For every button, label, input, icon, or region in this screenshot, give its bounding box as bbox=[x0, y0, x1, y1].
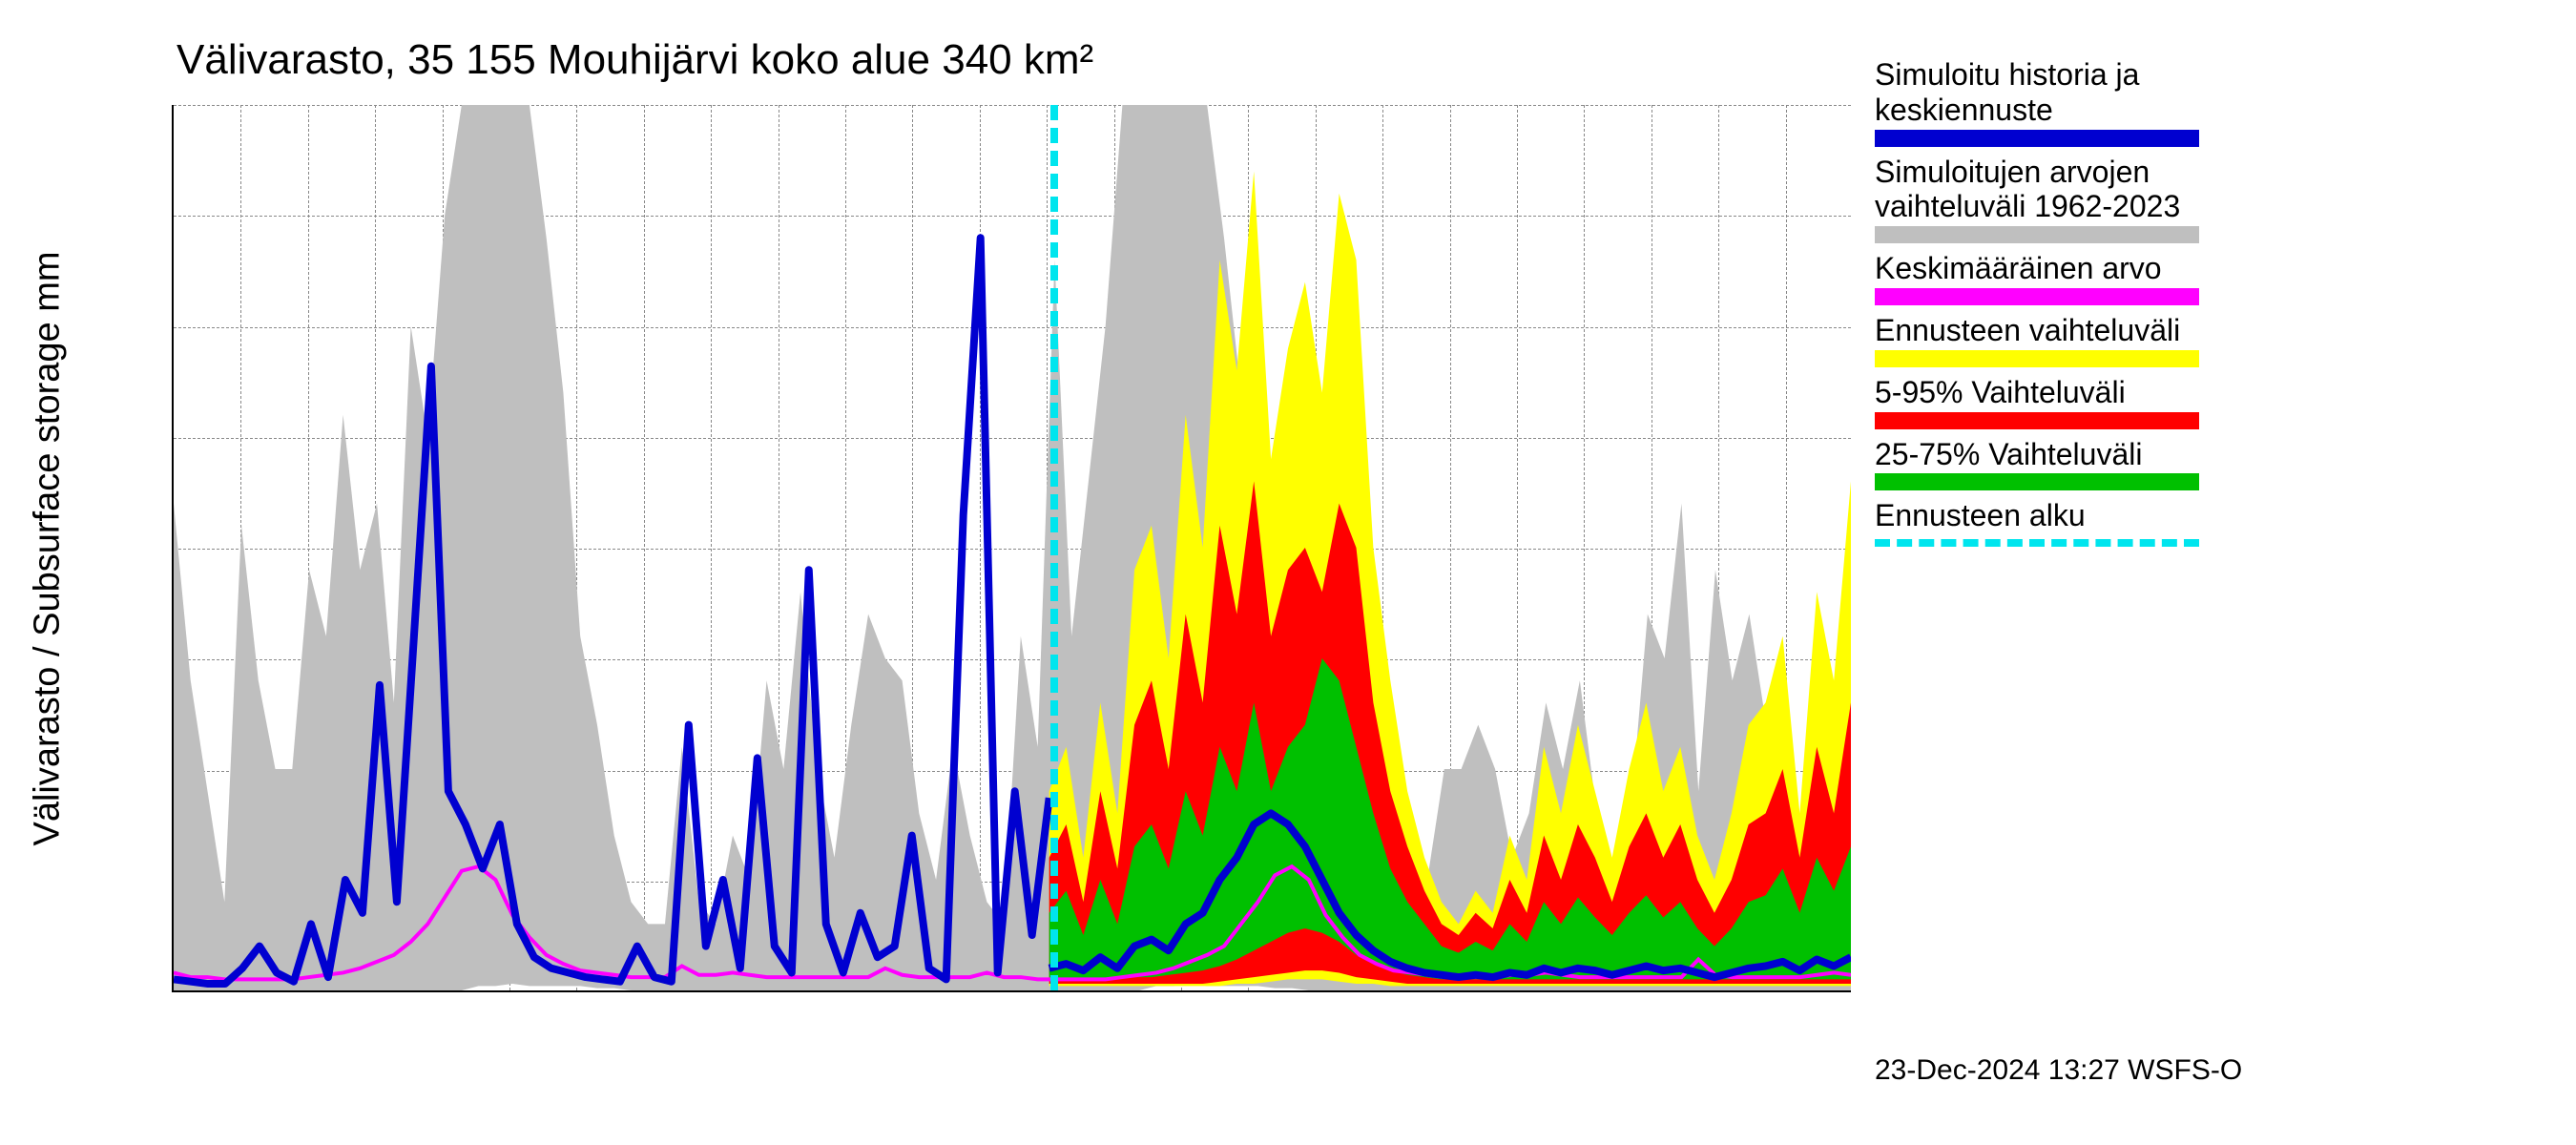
footer-timestamp: 23-Dec-2024 13:27 WSFS-O bbox=[1875, 1054, 2242, 1087]
legend-swatch bbox=[1875, 539, 2199, 547]
legend-entry: 5-95% Vaihteluväli bbox=[1875, 375, 2543, 429]
legend-label: Simuloitujen arvojen bbox=[1875, 155, 2543, 190]
legend-swatch bbox=[1875, 350, 2199, 367]
y-axis-title: Välivarasto / Subsurface storage mm bbox=[28, 251, 69, 845]
legend-label: keskiennuste bbox=[1875, 93, 2543, 128]
legend-swatch bbox=[1875, 130, 2199, 147]
legend: Simuloitu historia jakeskiennusteSimuloi… bbox=[1875, 57, 2543, 556]
legend-label: 25-75% Vaihteluväli bbox=[1875, 437, 2543, 472]
legend-label: Keskimääräinen arvo bbox=[1875, 251, 2543, 286]
plot-area: 0510152025303540XIIIIIIIIIVVVIVIIVIIIIXX… bbox=[172, 105, 1851, 992]
legend-entry: Ennusteen alku bbox=[1875, 498, 2543, 547]
legend-entry: 25-75% Vaihteluväli bbox=[1875, 437, 2543, 491]
axis-layer: 0510152025303540XIIIIIIIIIVVVIVIIVIIIIXX… bbox=[174, 105, 1851, 990]
legend-entry: Simuloitujen arvojenvaihteluväli 1962-20… bbox=[1875, 155, 2543, 244]
legend-label: Ennusteen vaihteluväli bbox=[1875, 313, 2543, 348]
legend-swatch bbox=[1875, 226, 2199, 243]
legend-swatch bbox=[1875, 412, 2199, 429]
legend-swatch bbox=[1875, 288, 2199, 305]
legend-entry: Ennusteen vaihteluväli bbox=[1875, 313, 2543, 367]
legend-entry: Simuloitu historia jakeskiennuste bbox=[1875, 57, 2543, 147]
legend-entry: Keskimääräinen arvo bbox=[1875, 251, 2543, 305]
legend-label: vaihteluväli 1962-2023 bbox=[1875, 189, 2543, 224]
legend-label: 5-95% Vaihteluväli bbox=[1875, 375, 2543, 410]
legend-label: Ennusteen alku bbox=[1875, 498, 2543, 533]
chart-container: Välivarasto, 35 155 Mouhijärvi koko alue… bbox=[0, 0, 2576, 1145]
legend-swatch bbox=[1875, 473, 2199, 490]
chart-title: Välivarasto, 35 155 Mouhijärvi koko alue… bbox=[177, 36, 1093, 84]
legend-label: Simuloitu historia ja bbox=[1875, 57, 2543, 93]
